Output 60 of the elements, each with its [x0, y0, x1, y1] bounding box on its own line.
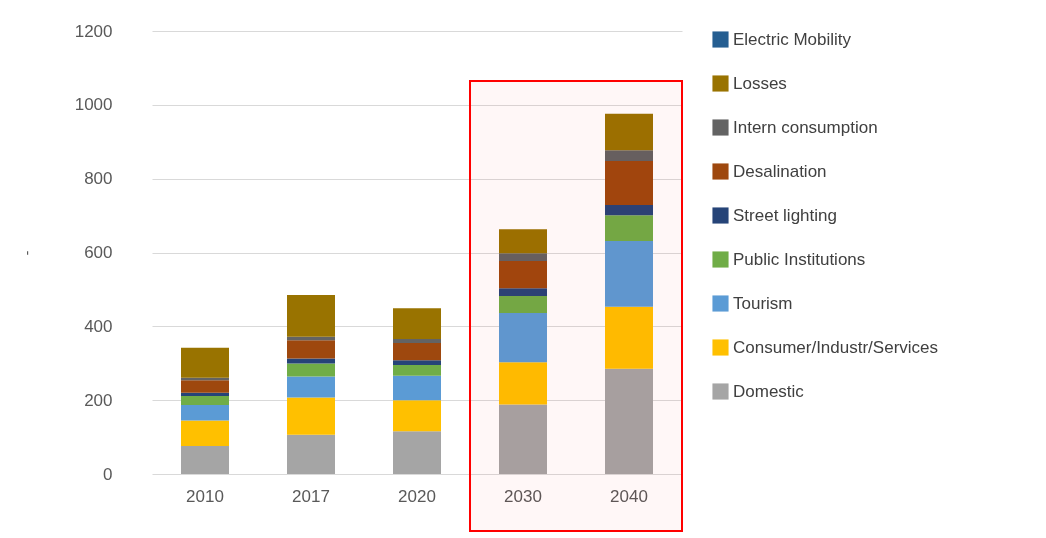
bar — [393, 375, 441, 401]
bar — [605, 306, 653, 369]
bar — [393, 431, 441, 474]
y-tick-label: 1000 — [74, 95, 113, 115]
legend-label: Street lighting — [733, 205, 837, 225]
bar — [181, 392, 229, 397]
bar — [499, 404, 547, 474]
bar — [393, 365, 441, 376]
bar — [499, 313, 547, 363]
bar — [499, 296, 547, 314]
legend-label: Electric Mobility — [733, 29, 852, 49]
bar — [287, 363, 335, 377]
bar — [605, 113, 653, 151]
bar — [605, 160, 653, 205]
bar — [605, 150, 653, 161]
bar — [393, 338, 441, 343]
bar — [181, 404, 229, 421]
bar — [499, 253, 547, 261]
x-tick-label: 2040 — [610, 486, 648, 506]
x-tick-label: 2030 — [504, 486, 542, 506]
bar — [499, 362, 547, 405]
bar — [605, 204, 653, 216]
bar — [499, 288, 547, 297]
bar — [287, 358, 335, 364]
bar — [287, 376, 335, 398]
bar — [499, 229, 547, 254]
y-tick-label: 1200 — [74, 21, 113, 41]
bar — [181, 380, 229, 393]
bar — [287, 434, 335, 474]
bar — [393, 400, 441, 432]
bar — [605, 368, 653, 474]
bar — [499, 260, 547, 289]
bar — [181, 347, 229, 378]
legend-label: Desalination — [733, 161, 827, 181]
bar — [393, 360, 441, 366]
y-tick-label: 200 — [84, 390, 113, 410]
x-tick-label: 2017 — [292, 486, 330, 506]
bar — [393, 342, 441, 361]
bar — [181, 420, 229, 446]
bar — [181, 445, 229, 474]
y-tick-label: 0 — [103, 464, 113, 484]
bar — [287, 340, 335, 359]
bar — [605, 215, 653, 242]
y-axis-title: - — [18, 250, 35, 256]
legend-label: Intern consumption — [733, 117, 878, 137]
bar — [605, 241, 653, 307]
bar — [287, 294, 335, 337]
bar — [181, 396, 229, 405]
legend-label: Domestic — [733, 381, 805, 401]
legend-label: Public Institutions — [733, 249, 866, 269]
x-tick-label: 2010 — [186, 486, 224, 506]
y-tick-label: 400 — [84, 316, 113, 336]
legend-label: Tourism — [733, 293, 793, 313]
x-tick-label: 2020 — [398, 486, 436, 506]
y-tick-label: 800 — [84, 169, 113, 189]
bar — [393, 308, 441, 339]
bar — [287, 397, 335, 435]
legend-label: Losses — [733, 73, 787, 93]
legend-label: Consumer/Industr/Services — [733, 337, 939, 357]
y-tick-label: 600 — [84, 243, 113, 262]
